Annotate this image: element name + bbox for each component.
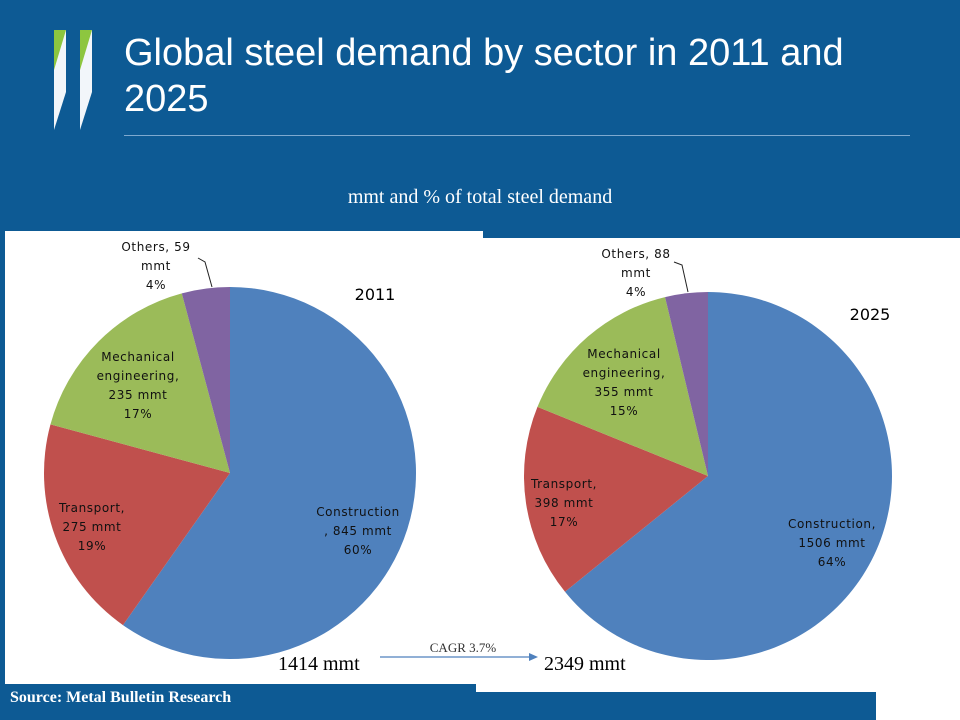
pie-slice-2025-mechanical [537,297,708,476]
pie-slice-2025-transport [524,406,708,592]
pie-slice-2025-others [665,292,708,476]
slice-label-2011-construction: Construction, 845 mmt 60% [316,505,400,557]
chart-subtitle: mmt and % of total steel demand [347,186,613,208]
pie-slice-2011-mechanical [50,293,231,473]
total-2025: 2349 mmt [544,653,626,675]
total-2011: 1414 mmt [278,653,360,675]
slice-label-2011-others: Others, 59 mmt 4% [121,240,190,292]
source-note: Source: Metal Bulletin Research [10,689,232,706]
slice-label-2025-others: Others, 88 mmt 4% [601,247,670,299]
slice-label-2025-transport: Transport, 398 mmt 17% [530,477,597,529]
chart-year-2025: 2025 [850,305,891,324]
pie-slice-2011-others [181,287,230,473]
oecd-logo-icon [54,30,92,130]
pie-slice-2011-construction [122,287,417,659]
slice-label-2011-mechanical: Mechanical engineering, 235 mmt 17% [97,350,180,421]
leader-line-2011 [197,257,213,288]
footer-strip [876,692,960,720]
title-divider [124,135,910,136]
page-title: Global steel demand by sector in 2011 an… [124,32,844,120]
slice-label-2025-mechanical: Mechanical engineering, 355 mmt 15% [583,347,666,418]
growth-arrowhead [529,653,538,661]
slice-label-2025-construction: Construction, 1506 mmt 64% [788,517,876,569]
chart-year-2011: 2011 [355,285,396,304]
cagr-label: CAGR 3.7% [430,640,497,655]
pie-slice-2011-transport [43,424,230,626]
slice-label-2011-transport: Transport, 275 mmt 19% [58,501,125,553]
pie-slice-2025-construction [565,292,892,660]
leader-line-2025 [673,261,689,293]
